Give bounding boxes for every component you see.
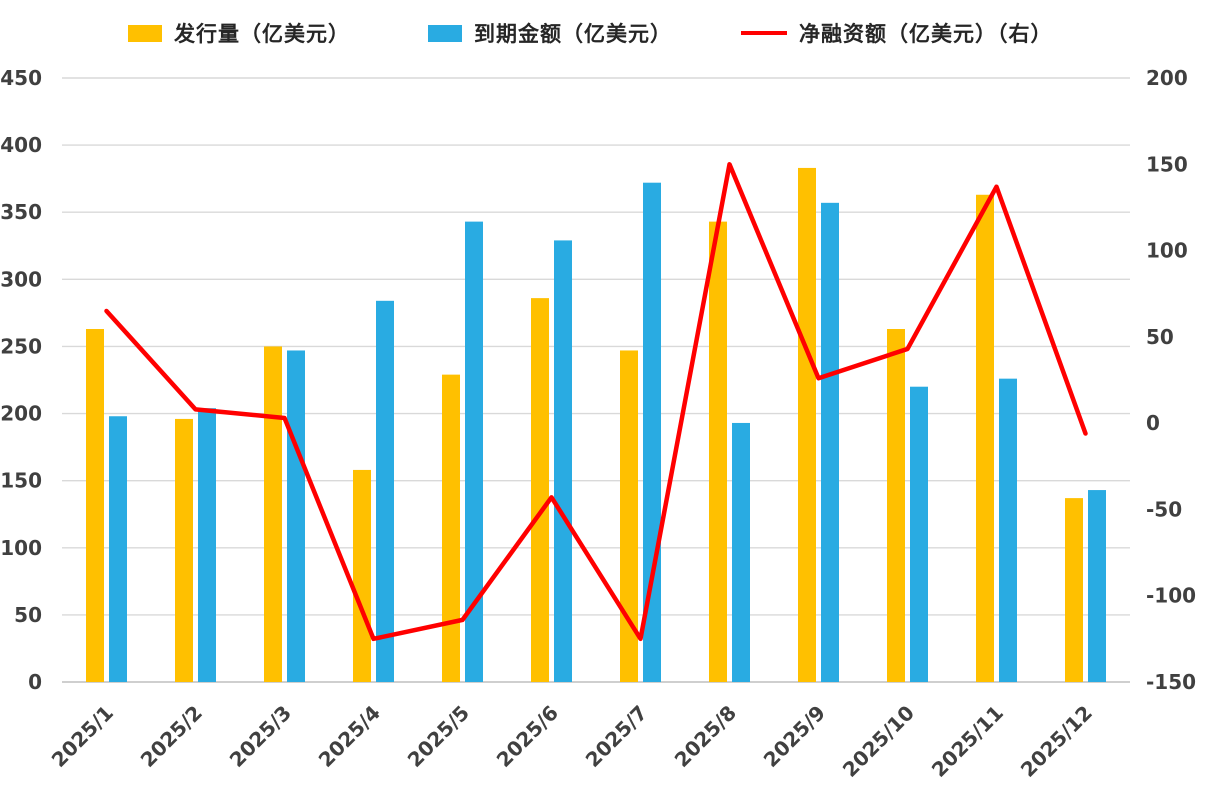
- svg-text:2025/4: 2025/4: [314, 701, 385, 772]
- legend-item-net-financing: 净融资额（亿美元）（右）: [741, 16, 1053, 50]
- maturity-bar-swatch-icon: [428, 24, 462, 42]
- svg-text:2025/11: 2025/11: [927, 701, 1008, 782]
- svg-text:100: 100: [0, 536, 42, 560]
- svg-text:-50: -50: [1146, 497, 1182, 521]
- svg-text:-150: -150: [1146, 670, 1196, 694]
- svg-text:100: 100: [1146, 239, 1188, 263]
- net-financing-line-swatch-icon: [741, 31, 787, 35]
- svg-text:2025/8: 2025/8: [670, 701, 741, 772]
- net-financing-legend-label: 净融资额（亿美元）（右）: [799, 22, 1053, 46]
- svg-text:150: 150: [0, 469, 42, 493]
- legend-item-issuance: 发行量（亿美元）: [128, 16, 350, 50]
- svg-text:150: 150: [1146, 152, 1188, 176]
- svg-text:2025/3: 2025/3: [225, 701, 296, 772]
- svg-text:2025/6: 2025/6: [492, 701, 563, 772]
- issuance-legend-label: 发行量（亿美元）: [174, 22, 350, 46]
- maturity-legend-label: 到期金额（亿美元）: [474, 22, 672, 46]
- svg-text:50: 50: [1146, 325, 1174, 349]
- svg-text:2025/1: 2025/1: [47, 701, 118, 772]
- svg-text:-100: -100: [1146, 584, 1196, 608]
- chart-legend: 发行量（亿美元） 到期金额（亿美元） 净融资额（亿美元）（右）: [0, 16, 1207, 54]
- svg-text:300: 300: [0, 267, 42, 291]
- svg-text:2025/7: 2025/7: [581, 701, 652, 772]
- svg-text:50: 50: [14, 603, 42, 627]
- svg-text:0: 0: [28, 670, 42, 694]
- svg-text:2025/2: 2025/2: [136, 701, 207, 772]
- svg-text:350: 350: [0, 200, 42, 224]
- issuance-bar-swatch-icon: [128, 24, 162, 42]
- svg-text:200: 200: [0, 402, 42, 426]
- svg-text:2025/9: 2025/9: [759, 701, 830, 772]
- svg-text:2025/10: 2025/10: [838, 701, 919, 782]
- svg-text:450: 450: [0, 66, 42, 90]
- svg-text:0: 0: [1146, 411, 1160, 435]
- svg-text:2025/5: 2025/5: [403, 701, 474, 772]
- svg-text:2025/12: 2025/12: [1016, 701, 1097, 782]
- svg-text:400: 400: [0, 133, 42, 157]
- legend-item-maturity: 到期金额（亿美元）: [428, 16, 672, 50]
- svg-text:250: 250: [0, 334, 42, 358]
- svg-text:200: 200: [1146, 66, 1188, 90]
